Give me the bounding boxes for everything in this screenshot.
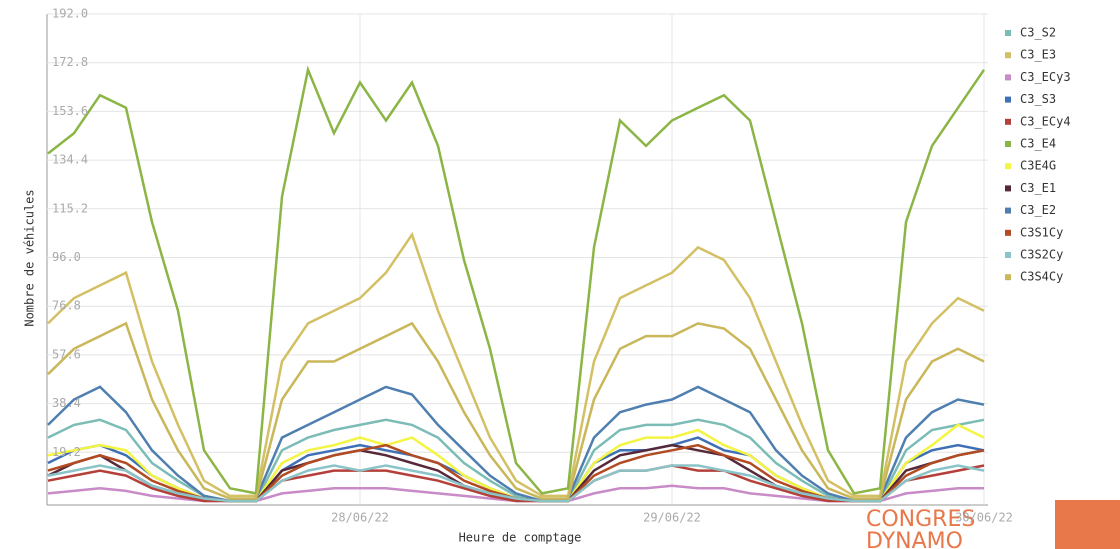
legend-swatch <box>1005 141 1011 147</box>
logo-line: DYNAMO <box>866 529 963 549</box>
series-line <box>47 464 985 503</box>
legend-label: C3S2Cy <box>1020 248 1063 262</box>
series-line <box>47 464 985 503</box>
series-line <box>47 321 985 500</box>
legend-swatch <box>1005 252 1011 258</box>
y-tick-label: 134.4 <box>52 153 88 167</box>
legend-label: C3_E1 <box>1020 181 1056 195</box>
x-axis-title: Heure de comptage <box>459 531 582 545</box>
y-tick-label: 153.6 <box>52 104 88 118</box>
legend-swatch <box>1005 207 1011 214</box>
series-line <box>47 385 985 503</box>
legend-swatch <box>1005 30 1011 36</box>
legend-label: C3_ECy3 <box>1020 70 1071 84</box>
y-tick-label: 57.6 <box>52 347 81 361</box>
y-tick-label: 172.8 <box>52 55 88 69</box>
legend-label: C3_ECy4 <box>1020 114 1071 128</box>
y-tick-label: 96.0 <box>52 250 81 264</box>
y-tick-label: 19.2 <box>52 445 81 459</box>
legend-label: C3_E2 <box>1020 203 1056 217</box>
x-tick-label: 29/06/22 <box>643 511 701 525</box>
y-tick-label: 115.2 <box>52 201 88 215</box>
logo-block <box>1055 500 1120 549</box>
legend-label: C3S4Cy <box>1020 270 1063 284</box>
legend-swatch <box>1005 74 1011 81</box>
x-tick-label: 28/06/22 <box>331 511 389 525</box>
plot-area <box>47 13 988 505</box>
legend-swatch <box>1005 185 1011 192</box>
legend-label: C3E4G <box>1020 159 1056 173</box>
legend-swatch <box>1005 163 1011 170</box>
legend-swatch <box>1005 96 1011 103</box>
y-axis-title: Nombre de véhicules <box>23 189 37 326</box>
y-tick-label: 76.8 <box>52 299 81 313</box>
legend-label: C3_E4 <box>1020 137 1056 151</box>
legend-swatch <box>1005 118 1011 125</box>
legend-label: C3_E3 <box>1020 48 1056 62</box>
x-tick-label: 30/06/22 <box>955 511 1013 525</box>
legend-swatch <box>1005 274 1011 281</box>
series-line <box>47 231 985 498</box>
legend-label: C3S1Cy <box>1020 225 1063 239</box>
legend-label: C3_S3 <box>1020 92 1056 106</box>
legend-swatch <box>1005 229 1011 236</box>
y-tick-label: 192.0 <box>52 7 88 21</box>
legend-swatch <box>1005 52 1011 59</box>
logo-line: CONGRES <box>866 507 975 532</box>
y-tick-label: 38.4 <box>52 396 81 410</box>
legend-label: C3_S2 <box>1020 26 1056 40</box>
series-line <box>47 65 986 495</box>
